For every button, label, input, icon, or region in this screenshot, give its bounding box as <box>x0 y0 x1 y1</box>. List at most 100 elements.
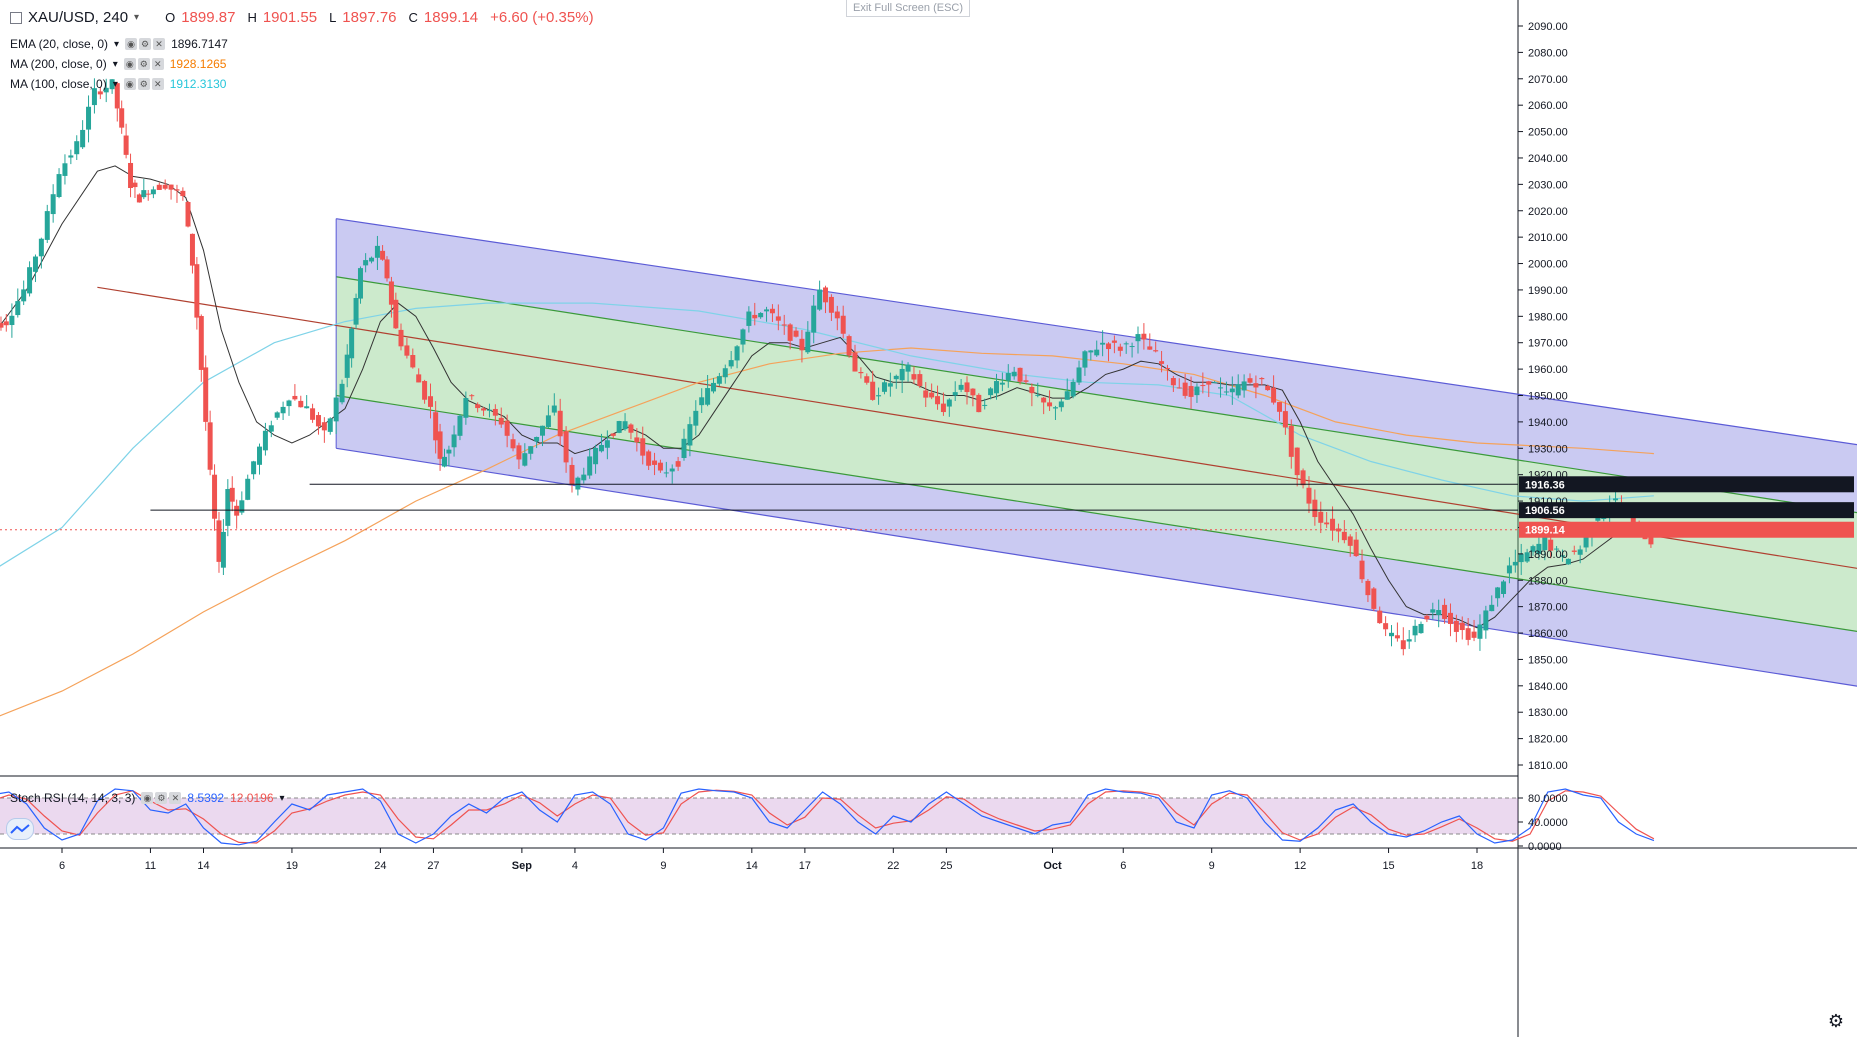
eye-icon[interactable]: ◉ <box>123 58 136 70</box>
gear-icon[interactable]: ⚙ <box>155 792 168 804</box>
legend-ema20[interactable]: EMA (20, close, 0) ▾ ◉ ⚙ ✕ 1896.7147 <box>10 37 228 51</box>
candle-body <box>315 415 321 427</box>
stoch-d-line <box>0 789 1655 844</box>
price-marker-box <box>1519 521 1854 538</box>
legend-stoch-rsi[interactable]: Stoch RSI (14, 14, 3, 3) ◉ ⚙ ✕ 8.5392 12.0… <box>10 791 285 805</box>
candle-body <box>1223 391 1229 393</box>
candle <box>404 337 410 359</box>
candle <box>38 237 44 269</box>
candle <box>952 381 958 401</box>
eye-icon[interactable]: ◉ <box>141 792 154 804</box>
candle <box>168 184 174 200</box>
candle <box>1447 603 1453 637</box>
candle <box>563 426 569 473</box>
candle <box>1400 627 1406 656</box>
candle <box>1064 378 1070 400</box>
time-axis[interactable]: 6 11 14 19 24 27 Sep 4 9 14 17 22 25 Oct 6 9 12 15 18 <box>59 848 1483 872</box>
high-value: 1901.55 <box>262 9 318 26</box>
pitchfork-channel[interactable] <box>97 218 1857 765</box>
candle <box>687 416 693 457</box>
exit-fullscreen-button[interactable]: Exit Full Screen (ESC) <box>846 0 970 17</box>
price-tick-label: 2070.00 <box>1528 74 1568 86</box>
close-icon[interactable]: ✕ <box>169 792 182 804</box>
candle <box>1200 372 1206 394</box>
horizontal-lines[interactable] <box>0 483 1518 531</box>
eye-icon[interactable]: ◉ <box>123 78 136 90</box>
candle-body <box>1288 425 1294 457</box>
legend-ma200[interactable]: MA (200, close, 0) ▾ ◉ ⚙ ✕ 1928.1265 <box>10 57 226 71</box>
collapse-icon[interactable] <box>10 11 22 24</box>
candle <box>393 292 399 330</box>
candle <box>56 168 62 199</box>
gear-icon[interactable]: ⚙ <box>137 58 150 70</box>
candle <box>811 294 817 344</box>
candle-body <box>103 87 109 93</box>
chevron-down-icon[interactable]: ▾ <box>112 58 118 70</box>
candle-body <box>262 430 268 451</box>
indicator-label[interactable]: MA (200, close, 0) <box>10 57 107 71</box>
price-tick-label: 2080.00 <box>1528 47 1568 59</box>
price-marker-label: 1899.14 <box>1525 525 1566 537</box>
candle-body <box>575 477 581 490</box>
indicator-label[interactable]: EMA (20, close, 0) <box>10 37 109 51</box>
symbol-label[interactable]: XAU/USD, 240 <box>28 9 129 26</box>
candle <box>1306 476 1312 513</box>
candle-body <box>1029 386 1035 394</box>
chevron-down-icon[interactable]: ▾ <box>112 78 118 90</box>
candle <box>1029 383 1035 407</box>
candle <box>769 304 775 322</box>
eye-icon[interactable]: ◉ <box>125 38 138 50</box>
legend-ma100[interactable]: MA (100, close, 0) ▾ ◉ ⚙ ✕ 1912.3130 <box>10 77 226 91</box>
candle <box>752 302 758 326</box>
candle-body <box>787 324 793 341</box>
candle-body <box>728 360 734 367</box>
close-icon[interactable]: ✕ <box>153 38 166 50</box>
candle-body <box>1595 517 1601 521</box>
candle-body <box>1212 382 1218 384</box>
candle-body <box>327 418 333 432</box>
gear-icon[interactable]: ⚙ <box>137 78 150 90</box>
stoch-axis[interactable]: 80.0000 40.0000 0.0000 <box>1518 793 1568 853</box>
candle-body <box>475 404 481 409</box>
settings-gear-icon[interactable]: ⚙ <box>1827 1011 1845 1031</box>
chevron-down-icon[interactable]: ▾ <box>279 792 285 804</box>
candle-body <box>587 456 593 476</box>
candle-body <box>1436 610 1442 615</box>
candle <box>274 411 280 420</box>
price-axis[interactable]: 2090.00 2080.00 2070.00 2060.00 2050.00 2040.… <box>1518 21 1854 772</box>
candle <box>1501 579 1507 598</box>
candle <box>693 400 699 436</box>
candle-body <box>634 437 640 443</box>
close-icon[interactable]: ✕ <box>151 58 164 70</box>
candle <box>1123 341 1129 354</box>
close-icon[interactable]: ✕ <box>151 78 164 90</box>
candle <box>534 436 540 449</box>
indicator-label[interactable]: MA (100, close, 0) <box>10 77 107 91</box>
brand-logo-icon[interactable] <box>6 818 34 840</box>
candle-body <box>1218 387 1224 389</box>
chevron-down-icon[interactable]: ▾ <box>134 12 140 23</box>
candle <box>194 257 200 330</box>
indicator-label[interactable]: Stoch RSI (14, 14, 3, 3) <box>10 791 136 805</box>
candle-body <box>593 447 599 465</box>
candle <box>551 393 557 416</box>
gear-icon[interactable]: ⚙ <box>139 38 152 50</box>
candle-body <box>398 329 404 347</box>
candle <box>349 326 355 368</box>
candle-body <box>1330 518 1336 531</box>
candle <box>976 393 982 413</box>
candle-body <box>62 163 68 176</box>
candle <box>1389 625 1395 647</box>
candle <box>1524 548 1530 563</box>
chevron-down-icon[interactable]: ▾ <box>114 38 120 50</box>
time-tick-label: 17 <box>799 860 811 872</box>
candle-body <box>840 315 846 334</box>
candle <box>964 376 970 405</box>
candle <box>823 285 829 314</box>
candle <box>604 430 610 460</box>
candle-body <box>563 431 569 463</box>
candle <box>1383 616 1389 637</box>
